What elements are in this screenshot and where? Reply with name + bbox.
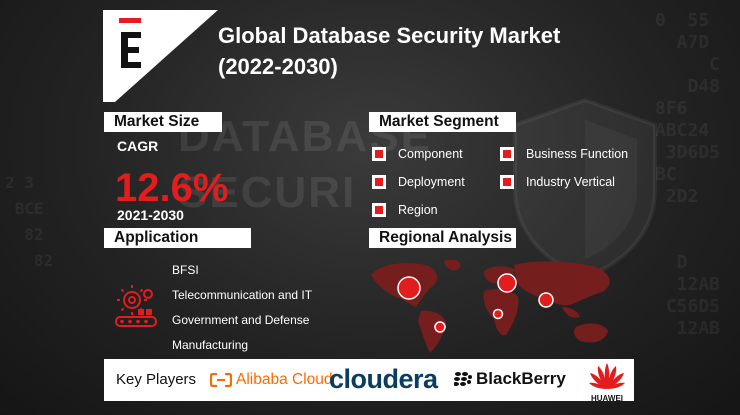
cloudera-logo: cloudera [329,364,438,394]
blackberry-icon [454,372,472,386]
gear-conveyor-icon [115,285,157,327]
background-word-security: SECURI [178,168,357,217]
segment-item-business-function: Business Function [500,147,628,161]
application-label: Application [104,228,251,248]
alibaba-cloud-logo: Alibaba Cloud [210,371,333,389]
market-segment-label: Market Segment [369,112,516,132]
key-players-bar: Key Players Alibaba Cloud cloudera Black… [104,359,634,403]
background-code-right: 0 55 A7D C D48 8F6 ABC24 3D6D5 BC 2D2 D 12A… [655,10,721,339]
cagr-label: CAGR [117,138,159,154]
forecast-period: 2021-2030 [117,207,184,223]
background-code-left: 2 3 BCE 82 82 [5,173,54,270]
bullet-icon [372,147,386,161]
bullet-icon [500,147,514,161]
application-item: Manufacturing [172,338,249,352]
segment-item-region: Region [372,203,438,217]
cagr-value: 12.6% [115,166,229,210]
world-map [371,259,610,353]
brand-logo [103,10,218,102]
alibaba-bracket-icon [210,373,232,387]
shield-icon [513,97,657,280]
key-players-label: Key Players [116,371,197,388]
application-item: Telecommunication and IT [172,288,313,302]
huawei-flower-icon [589,363,625,389]
segment-item-industry-vertical: Industry Vertical [500,175,615,189]
segment-item-component: Component [372,147,463,161]
bullet-icon [372,203,386,217]
huawei-logo: HUAWEI [584,361,630,403]
regional-analysis-label: Regional Analysis [369,228,516,248]
blackberry-logo: BlackBerry [454,369,566,389]
segment-item-deployment: Deployment [372,175,465,189]
bullet-icon [372,175,386,189]
bullet-icon [500,175,514,189]
page-title: Global Database Security Market (2022-20… [218,23,561,79]
market-size-label: Market Size [104,112,222,132]
application-item: BFSI [172,263,199,277]
application-item: Government and Defense [172,313,310,327]
